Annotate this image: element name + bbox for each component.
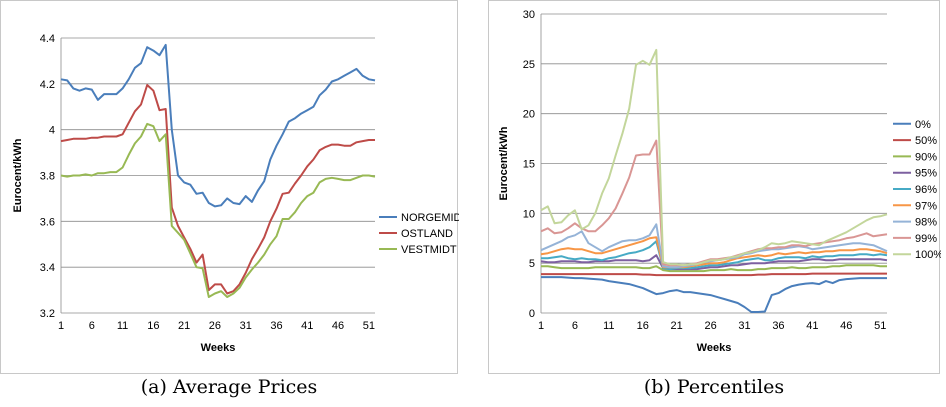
y-tick-label: 3.6: [40, 216, 55, 228]
series-line-96pct: [541, 240, 888, 271]
x-tick-label: 11: [603, 320, 614, 332]
x-tick-label: 6: [89, 320, 95, 332]
series-line-100pct: [540, 48, 888, 267]
series-line-90pct: [541, 264, 887, 273]
y-tick-label: 20: [523, 109, 535, 121]
y-tick-label: 3.8: [40, 171, 55, 183]
y-tick-label: 4: [49, 125, 55, 137]
legend-label: OSTLAND: [401, 228, 453, 240]
y-tick-label: 10: [523, 208, 535, 220]
legend-label: 99%: [915, 233, 937, 245]
y-axis-label: Eurocent/kWh: [498, 126, 510, 200]
y-tick-label: 25: [523, 59, 535, 71]
chart-panel-average-prices: 3.2 3.4 3.6 3.8 4 4.2 4.4 1 6 11 16 21 26 31 36 41 46 51 W…: [0, 0, 459, 374]
y-axis-label: Eurocent/kWh: [12, 138, 24, 212]
y-tick-label: 3.2: [40, 308, 55, 320]
x-tick-label: 6: [572, 320, 578, 332]
x-tick-label: 21: [178, 320, 190, 332]
x-axis-label: Weeks: [697, 342, 732, 354]
x-tick-label: 1: [538, 320, 544, 332]
series-line-norgemidt: [60, 43, 376, 208]
legend-label: 98%: [915, 217, 937, 229]
legend-label: 97%: [915, 200, 937, 212]
legend-label: 50%: [915, 135, 937, 147]
legend-label: VESTMIDT: [401, 244, 457, 256]
x-tick-label: 41: [301, 320, 313, 332]
series-line-95pct: [540, 254, 888, 271]
legend-label: 100%: [915, 249, 941, 261]
y-tick-label: 15: [523, 159, 535, 171]
x-tick-label: 16: [147, 320, 159, 332]
y-tick-label: 3.4: [40, 262, 55, 274]
x-tick-label: 51: [874, 320, 886, 332]
legend-label: NORGEMIDT: [401, 212, 459, 224]
y-tick-label: 5: [529, 258, 535, 270]
y-tick-label: 0: [529, 308, 535, 320]
series-line-50pct: [541, 272, 887, 277]
y-tick-label: 4.2: [40, 79, 55, 91]
series-line-0pct: [541, 276, 887, 313]
legend-label: 95%: [915, 168, 937, 180]
x-axis-label: Weeks: [201, 342, 236, 354]
x-tick-label: 31: [240, 320, 252, 332]
x-tick-label: 31: [738, 320, 750, 332]
x-tick-label: 26: [209, 320, 221, 332]
series-line-ostland: [60, 84, 375, 295]
x-tick-label: 21: [671, 320, 683, 332]
x-tick-label: 46: [332, 320, 344, 332]
legend-label: 0%: [915, 119, 931, 131]
average-prices-chart: 3.23.43.63.844.24.41 6 11 16 21 26 31 36 41 46 51W…: [12, 33, 459, 354]
chart-panel-percentiles: 0 5 10 15 20 25 30 1 6 11 16 21 26 31 36 41 46 51 Weeks Eur…: [488, 0, 941, 374]
x-tick-label: 16: [637, 320, 649, 332]
x-tick-label: 11: [117, 320, 128, 332]
legend-label: 96%: [915, 184, 937, 196]
series-line-vestmidt: [60, 122, 376, 298]
x-tick-label: 41: [806, 320, 818, 332]
y-tick-label: 30: [523, 9, 535, 21]
series-line-97pct: [540, 236, 888, 269]
legend-label: 90%: [915, 151, 937, 163]
caption-average-prices: (a) Average Prices: [140, 376, 318, 398]
x-tick-label: 46: [840, 320, 852, 332]
x-tick-label: 36: [772, 320, 784, 332]
x-tick-label: 36: [270, 320, 282, 332]
x-tick-label: 1: [58, 320, 64, 332]
caption-percentiles: (b) Percentiles: [643, 376, 785, 398]
y-tick-label: 4.4: [40, 33, 55, 45]
x-tick-label: 51: [363, 320, 375, 332]
x-tick-label: 26: [704, 320, 716, 332]
